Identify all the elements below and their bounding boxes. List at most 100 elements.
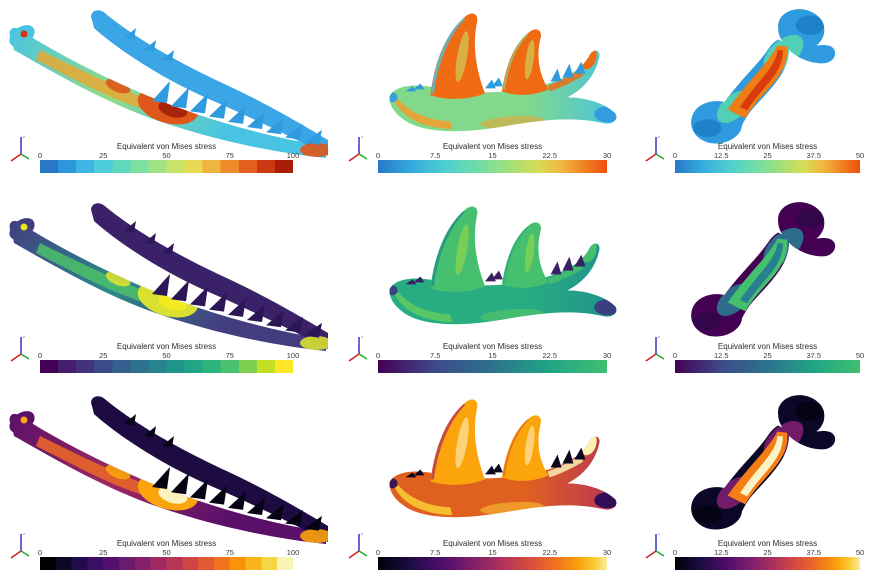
colorbar-tick: 30 (602, 151, 612, 160)
colorbar-gradient (40, 160, 293, 173)
orientation-axes: z (643, 529, 669, 564)
colorbar-tick: 7.5 (430, 351, 441, 360)
colorbar-title: Equivalent von Mises stress (717, 539, 818, 548)
colorbar-tick-labels: 0 7.5 15 22.5 30 (375, 351, 611, 360)
panel-viridis-long-bone: Equivalent von Mises stress 0 12.5 25 37.5 50… (640, 193, 870, 386)
svg-text:z: z (658, 334, 660, 339)
colorbar-legend: Equivalent von Mises stress 0 25 50 75 100 (37, 539, 299, 570)
orientation-axes: z (8, 332, 34, 367)
svg-text:z: z (658, 134, 660, 139)
colorbar-tick: 75 (225, 351, 234, 360)
colorbar-tick: 0 (375, 151, 381, 160)
orientation-axes: z (643, 132, 669, 167)
colorbar-tick: 50 (855, 548, 865, 557)
timestep-annotation: ··· · ·· ···· ··· (16, 375, 64, 380)
colorbar-tick: 0 (672, 151, 678, 160)
colorbar-title: Equivalent von Mises stress (442, 539, 543, 548)
colorbar-legend: Equivalent von Mises stress 0 25 50 75 100 (37, 142, 299, 173)
orientation-axes-icon: z (348, 334, 368, 362)
svg-text:z: z (23, 334, 25, 339)
colorbar-gradient (675, 557, 860, 570)
colorbar-tick: 0 (375, 548, 381, 557)
colorbar-tick: 22.5 (542, 151, 558, 160)
colorbar-tick: 100 (286, 151, 300, 160)
colorbar-tick: 0 (672, 351, 678, 360)
long-bone-render (654, 4, 858, 146)
colorbar-title: Equivalent von Mises stress (717, 342, 818, 351)
svg-text:z: z (23, 134, 25, 139)
colorbar-title: Equivalent von Mises stress (116, 142, 217, 151)
panel-viridis-carnivoran-mandible: Equivalent von Mises stress 0 7.5 15 22.5 30 … (330, 193, 640, 386)
colorbar-tick: 0 (37, 151, 43, 160)
crocodylian-mandible-render (0, 390, 330, 545)
colorbar-tick: 50 (162, 151, 171, 160)
svg-text:z: z (658, 531, 660, 536)
colorbar-tick-labels: 0 7.5 15 22.5 30 (375, 548, 611, 557)
timestep-annotation: ··· · ·· ···· ··· (346, 375, 394, 380)
colorbar-tick: 15 (488, 151, 497, 160)
crocodylian-mandible-render (0, 4, 330, 159)
colorbar-tick: 7.5 (430, 151, 441, 160)
orientation-axes-icon: z (645, 134, 665, 162)
colorbar-gradient (378, 557, 607, 570)
timestep-annotation: ··· · ·· ···· ··· (656, 184, 704, 189)
colorbar-tick: 25 (99, 548, 108, 557)
colorbar-tick: 25 (763, 351, 772, 360)
colorbar-gradient (40, 557, 293, 570)
colorbar-tick-labels: 0 12.5 25 37.5 50 (672, 151, 864, 160)
svg-text:z: z (361, 334, 363, 339)
long-bone-render (654, 197, 858, 339)
orientation-axes-icon: z (645, 531, 665, 559)
colorbar-tick: 37.5 (806, 151, 822, 160)
colorbar-title: Equivalent von Mises stress (442, 342, 543, 351)
svg-text:z: z (361, 134, 363, 139)
timestep-annotation: ··· · ·· ···· ··· (346, 184, 394, 189)
panel-viridis-crocodylian-mandible: Equivalent von Mises stress 0 25 50 75 100 z ·… (0, 193, 330, 386)
colorbar-legend: Equivalent von Mises stress 0 25 50 75 100 (38, 342, 299, 373)
panel-rainbow-carnivoran-mandible: Equivalent von Mises stress 0 7.5 15 22.5 30 … (330, 0, 640, 193)
colorbar-gradient (378, 360, 607, 373)
colorbar-tick: 22.5 (542, 548, 558, 557)
colorbar-tick-labels: 0 25 50 75 100 (38, 351, 299, 360)
colorbar-tick: 37.5 (806, 351, 822, 360)
colorbar-tick: 12.5 (713, 151, 729, 160)
colorbar-legend: Equivalent von Mises stress 0 12.5 25 37.5 50 (672, 539, 864, 570)
colorbar-legend: Equivalent von Mises stress 0 7.5 15 22.5 30 (375, 342, 611, 373)
colorbar-tick: 0 (375, 351, 381, 360)
panel-rainbow-crocodylian-mandible: Equivalent von Mises stress 0 25 50 75 100 z ·… (0, 0, 330, 193)
colorbar-tick: 30 (602, 548, 612, 557)
colorbar-tick: 0 (37, 548, 43, 557)
orientation-axes-icon: z (10, 134, 30, 162)
colorbar-tick: 100 (286, 351, 300, 360)
colorbar-tick: 25 (99, 351, 108, 360)
colorbar-tick-labels: 0 25 50 75 100 (37, 548, 299, 557)
colorbar-tick-labels: 0 12.5 25 37.5 50 (672, 351, 864, 360)
orientation-axes: z (346, 529, 372, 564)
colorbar-tick: 0 (672, 548, 678, 557)
timestep-annotation: ··· · ·· ···· ··· (16, 184, 64, 189)
colorbar-legend: Equivalent von Mises stress 0 12.5 25 37.5 50 (672, 342, 864, 373)
colorbar-legend: Equivalent von Mises stress 0 7.5 15 22.5 30 (375, 539, 611, 570)
orientation-axes-icon: z (645, 334, 665, 362)
colorbar-tick: 50 (162, 351, 171, 360)
colorbar-legend: Equivalent von Mises stress 0 7.5 15 22.5 30 (375, 142, 611, 173)
carnivoran-mandible-render (335, 388, 633, 537)
orientation-axes: z (346, 332, 372, 367)
colorbar-tick: 37.5 (806, 548, 822, 557)
colorbar-tick: 12.5 (713, 548, 729, 557)
orientation-axes: z (8, 132, 34, 167)
colorbar-tick: 50 (162, 548, 171, 557)
orientation-axes: z (346, 132, 372, 167)
colorbar-tick: 12.5 (713, 351, 729, 360)
colorbar-tick: 50 (855, 351, 865, 360)
orientation-axes-icon: z (10, 334, 30, 362)
carnivoran-mandible-render (335, 195, 633, 344)
long-bone-render (654, 390, 858, 532)
colorbar-tick: 50 (855, 151, 865, 160)
panel-inferno-long-bone: Equivalent von Mises stress 0 12.5 25 37.5 50… (640, 386, 870, 579)
colorbar-tick-labels: 0 12.5 25 37.5 50 (672, 548, 864, 557)
colorbar-tick: 25 (763, 548, 772, 557)
colorbar-tick: 22.5 (542, 351, 558, 360)
orientation-axes-icon: z (10, 531, 30, 559)
colorbar-title: Equivalent von Mises stress (442, 142, 543, 151)
